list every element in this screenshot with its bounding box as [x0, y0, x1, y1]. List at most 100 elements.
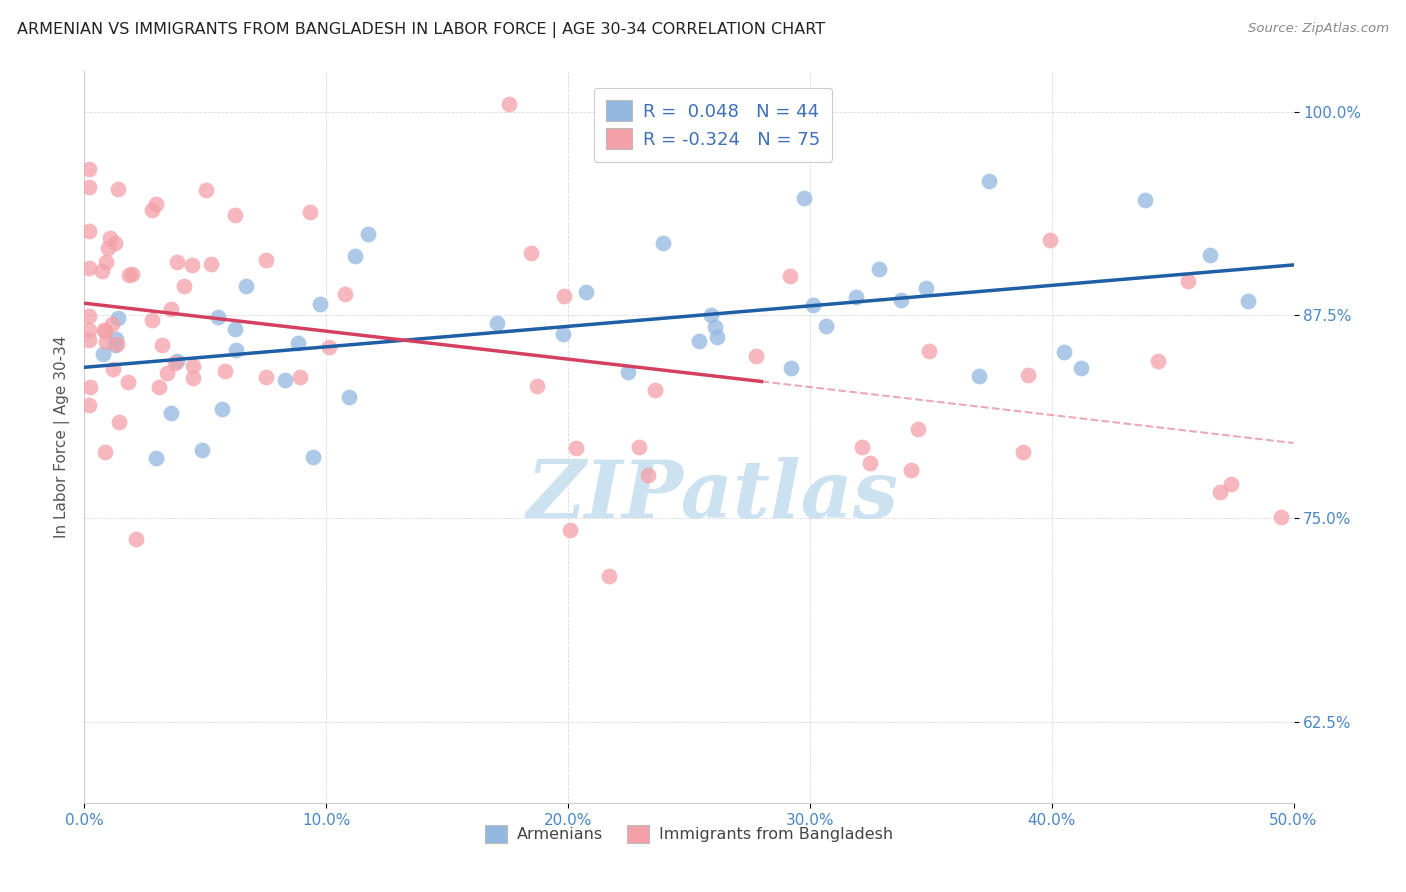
Point — [644, 383, 666, 397]
Point — [77, 398, 100, 412]
Point — [344, 249, 367, 263]
Point — [173, 278, 195, 293]
Point — [148, 380, 170, 394]
Text: ARMENIAN VS IMMIGRANTS FROM BANGLADESH IN LABOR FORCE | AGE 30-34 CORRELATION CH: ARMENIAN VS IMMIGRANTS FROM BANGLADESH I… — [17, 22, 825, 38]
Point — [93, 323, 115, 337]
Point — [105, 337, 128, 351]
Point — [1219, 477, 1241, 491]
Point — [890, 293, 912, 307]
Point — [801, 298, 824, 312]
Point — [967, 368, 990, 383]
Text: ZIPatlas: ZIPatlas — [527, 457, 900, 534]
Point — [77, 161, 100, 176]
Point — [107, 182, 129, 196]
Point — [94, 324, 117, 338]
Point — [145, 451, 167, 466]
Point — [907, 422, 929, 436]
Point — [700, 308, 723, 322]
Point — [77, 309, 100, 323]
Point — [105, 333, 128, 347]
Point — [598, 569, 620, 583]
Point — [290, 369, 312, 384]
Point — [652, 236, 675, 251]
Point — [558, 523, 581, 537]
Point — [108, 415, 131, 429]
Point — [194, 183, 217, 197]
Point — [917, 344, 939, 359]
Point — [302, 450, 325, 465]
Point — [159, 302, 181, 317]
Point — [845, 290, 868, 304]
Point — [93, 347, 115, 361]
Point — [779, 361, 801, 376]
Point — [235, 278, 257, 293]
Point — [94, 334, 117, 349]
Point — [104, 236, 127, 251]
Point — [224, 208, 246, 222]
Point — [166, 255, 188, 269]
Point — [101, 361, 124, 376]
Point — [225, 343, 247, 357]
Point — [900, 463, 922, 477]
Point — [357, 227, 380, 241]
Point — [1017, 368, 1039, 383]
Point — [339, 390, 361, 404]
Point — [97, 241, 120, 255]
Point — [274, 373, 297, 387]
Point — [617, 365, 640, 379]
Point — [553, 289, 575, 303]
Point — [688, 334, 710, 348]
Point — [318, 340, 340, 354]
Point — [77, 333, 100, 347]
Point — [526, 378, 548, 392]
Point — [141, 202, 163, 217]
Point — [104, 338, 127, 352]
Point — [121, 267, 143, 281]
Point — [163, 356, 186, 370]
Point — [93, 445, 115, 459]
Point — [117, 375, 139, 389]
Point — [551, 326, 574, 341]
Point — [183, 371, 205, 385]
Point — [287, 335, 309, 350]
Point — [98, 231, 121, 245]
Point — [703, 319, 725, 334]
Point — [77, 180, 100, 194]
Legend: Armenians, Immigrants from Bangladesh: Armenians, Immigrants from Bangladesh — [478, 819, 900, 850]
Point — [637, 468, 659, 483]
Point — [1133, 193, 1156, 207]
Point — [107, 310, 129, 325]
Point — [254, 369, 277, 384]
Point — [1147, 353, 1170, 368]
Point — [94, 255, 117, 269]
Point — [814, 318, 837, 333]
Point — [207, 310, 229, 324]
Point — [868, 262, 890, 277]
Point — [1270, 510, 1292, 524]
Point — [1039, 234, 1062, 248]
Point — [118, 268, 141, 283]
Point — [214, 364, 236, 378]
Point — [1070, 360, 1092, 375]
Point — [745, 349, 768, 363]
Point — [79, 380, 101, 394]
Point — [1209, 485, 1232, 500]
Point — [91, 264, 114, 278]
Point — [181, 359, 204, 374]
Point — [979, 174, 1001, 188]
Y-axis label: In Labor Force | Age 30-34: In Labor Force | Age 30-34 — [55, 335, 70, 539]
Point — [1177, 274, 1199, 288]
Point — [1011, 445, 1033, 459]
Point — [156, 366, 179, 380]
Point — [145, 196, 167, 211]
Point — [101, 317, 124, 331]
Text: Source: ZipAtlas.com: Source: ZipAtlas.com — [1249, 22, 1389, 36]
Point — [851, 441, 873, 455]
Point — [564, 442, 586, 456]
Point — [77, 261, 100, 276]
Point — [915, 281, 938, 295]
Point — [211, 402, 233, 417]
Point — [254, 252, 277, 267]
Point — [166, 354, 188, 368]
Point — [191, 443, 214, 458]
